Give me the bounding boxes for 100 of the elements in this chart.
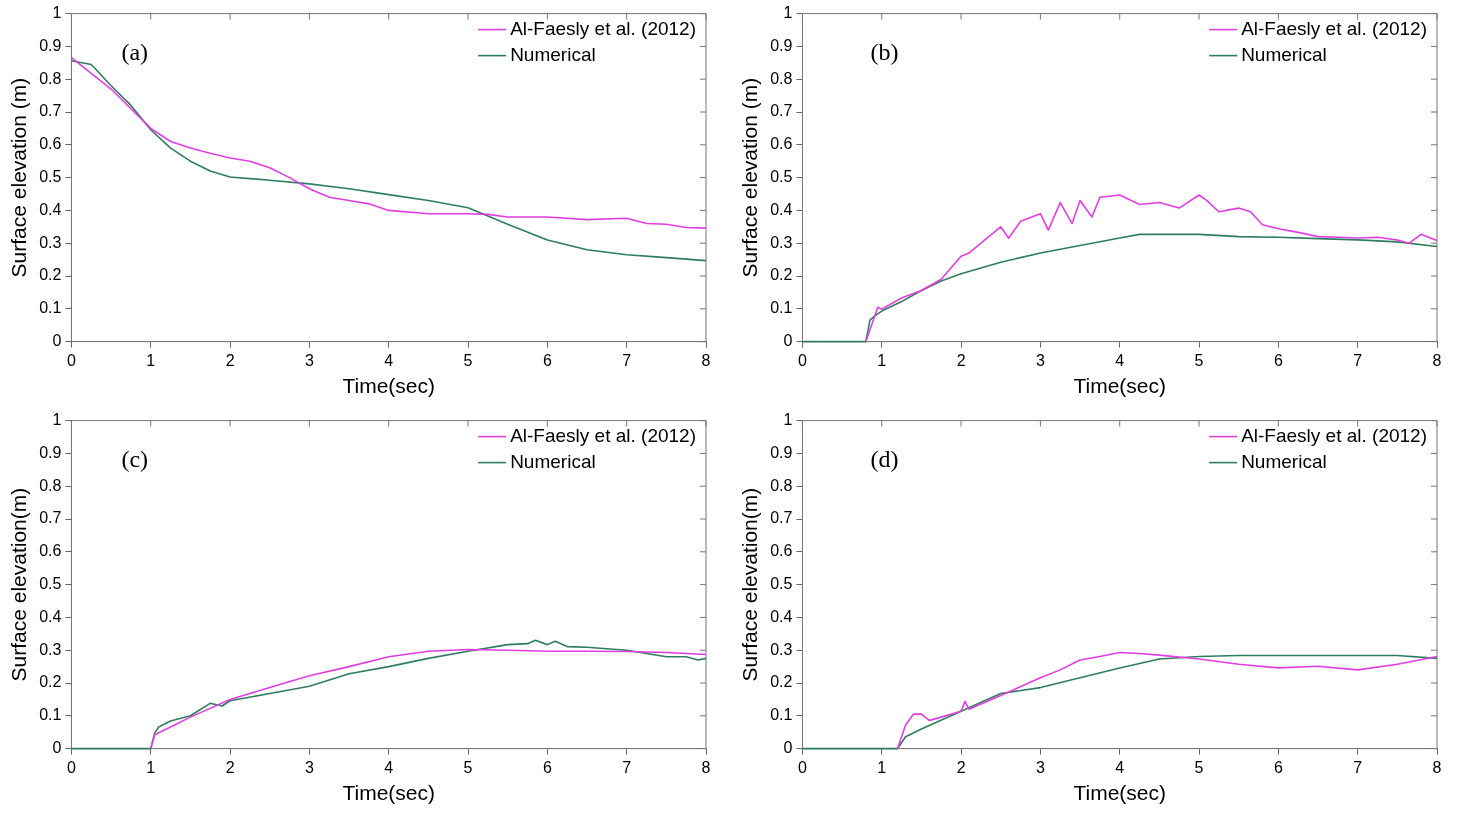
y-axis-title: Surface elevation (m)	[7, 77, 31, 278]
y-tick-label: 0.7	[770, 509, 793, 527]
y-axis-title: Surface elevation(m)	[7, 487, 31, 682]
y-tick-label: 1	[52, 4, 62, 22]
annotation: (d)	[870, 445, 899, 472]
x-tick-label: 4	[384, 351, 394, 369]
x-tick-label: 4	[1115, 351, 1125, 369]
y-tick-label: 0.8	[770, 69, 793, 87]
y-tick-label: 0.1	[770, 299, 793, 317]
y-tick-label: 0	[783, 332, 793, 350]
y-tick-label: 1	[783, 4, 793, 22]
annotation: (b)	[870, 38, 899, 65]
x-tick-label: 3	[1035, 758, 1045, 776]
y-tick-label: 0	[52, 332, 62, 350]
x-axis-title: Time(sec)	[342, 374, 435, 398]
y-tick-label: 0.3	[39, 640, 62, 658]
y-tick-label: 0.6	[39, 135, 62, 153]
x-tick-label: 6	[1273, 758, 1283, 776]
annotation: (a)	[121, 38, 149, 65]
y-axis-title: Surface elevation (m)	[738, 77, 762, 278]
y-tick-label: 1	[783, 411, 793, 429]
y-tick-label: 1	[52, 411, 62, 429]
y-tick-label: 0.8	[770, 476, 793, 494]
x-axis-title: Time(sec)	[342, 781, 435, 805]
y-tick-label: 0.9	[39, 36, 62, 54]
y-tick-label: 0.5	[39, 575, 62, 593]
x-tick-label: 5	[463, 351, 473, 369]
x-tick-label: 5	[1194, 758, 1204, 776]
y-tick-label: 0.2	[770, 266, 793, 284]
x-axis-title: Time(sec)	[1073, 781, 1166, 805]
x-tick-label: 4	[384, 758, 394, 776]
x-tick-label: 5	[463, 758, 473, 776]
x-tick-label: 2	[225, 758, 235, 776]
x-tick-label: 4	[1115, 758, 1125, 776]
x-tick-label: 7	[622, 351, 632, 369]
legend-label: Numerical	[1241, 450, 1327, 472]
x-tick-label: 3	[304, 758, 314, 776]
y-tick-label: 0.3	[770, 640, 793, 658]
x-tick-label: 2	[956, 758, 966, 776]
y-tick-label: 0.5	[39, 168, 62, 186]
y-tick-label: 0.1	[39, 706, 62, 724]
y-tick-label: 0.5	[770, 575, 793, 593]
y-tick-label: 0.2	[770, 673, 793, 691]
y-tick-label: 0.2	[39, 266, 62, 284]
y-tick-label: 0.4	[770, 200, 793, 218]
x-tick-label: 7	[622, 758, 632, 776]
x-tick-label: 1	[877, 351, 887, 369]
y-tick-label: 0.7	[39, 102, 62, 120]
x-tick-label: 6	[542, 758, 552, 776]
x-tick-label: 2	[956, 351, 966, 369]
x-tick-label: 0	[66, 758, 76, 776]
x-tick-label: 6	[542, 351, 552, 369]
x-axis-title: Time(sec)	[1073, 374, 1166, 398]
x-tick-label: 0	[797, 758, 807, 776]
x-tick-label: 8	[1432, 351, 1442, 369]
y-tick-label: 0.3	[39, 233, 62, 251]
annotation: (c)	[121, 445, 149, 472]
x-tick-label: 8	[701, 758, 711, 776]
y-tick-label: 0.9	[770, 36, 793, 54]
legend-label: Numerical	[1241, 43, 1327, 65]
x-tick-label: 1	[146, 351, 156, 369]
y-tick-label: 0.2	[39, 673, 62, 691]
y-tick-label: 0	[52, 739, 62, 757]
x-tick-label: 8	[701, 351, 711, 369]
y-tick-label: 0.9	[39, 443, 62, 461]
legend-label: Al-Faesly et al. (2012)	[1241, 424, 1428, 446]
y-tick-label: 0.6	[39, 542, 62, 560]
x-tick-label: 6	[1273, 351, 1283, 369]
y-tick-label: 0.4	[770, 607, 793, 625]
y-tick-label: 0.3	[770, 233, 793, 251]
legend-label: Numerical	[510, 43, 596, 65]
legend-label: Numerical	[510, 450, 596, 472]
y-axis-title: Surface elevation(m)	[738, 487, 762, 682]
x-tick-label: 5	[1194, 351, 1204, 369]
y-tick-label: 0.4	[39, 200, 62, 218]
y-tick-label: 0.6	[770, 542, 793, 560]
legend-label: Al-Faesly et al. (2012)	[510, 17, 697, 39]
x-tick-label: 0	[797, 351, 807, 369]
legend-label: Al-Faesly et al. (2012)	[1241, 17, 1428, 39]
y-tick-label: 0.8	[39, 69, 62, 87]
y-tick-label: 0	[783, 739, 793, 757]
x-tick-label: 2	[225, 351, 235, 369]
x-tick-label: 3	[304, 351, 314, 369]
y-tick-label: 0.1	[770, 706, 793, 724]
x-tick-label: 7	[1353, 351, 1363, 369]
y-tick-label: 0.7	[770, 102, 793, 120]
x-tick-label: 7	[1353, 758, 1363, 776]
x-tick-label: 1	[877, 758, 887, 776]
x-tick-label: 8	[1432, 758, 1442, 776]
y-tick-label: 0.4	[39, 607, 62, 625]
y-tick-label: 0.5	[770, 168, 793, 186]
y-tick-label: 0.7	[39, 509, 62, 527]
x-tick-label: 3	[1035, 351, 1045, 369]
y-tick-label: 0.9	[770, 443, 793, 461]
x-tick-label: 1	[146, 758, 156, 776]
y-tick-label: 0.6	[770, 135, 793, 153]
y-tick-label: 0.8	[39, 476, 62, 494]
y-tick-label: 0.1	[39, 299, 62, 317]
x-tick-label: 0	[66, 351, 76, 369]
legend-label: Al-Faesly et al. (2012)	[510, 424, 697, 446]
